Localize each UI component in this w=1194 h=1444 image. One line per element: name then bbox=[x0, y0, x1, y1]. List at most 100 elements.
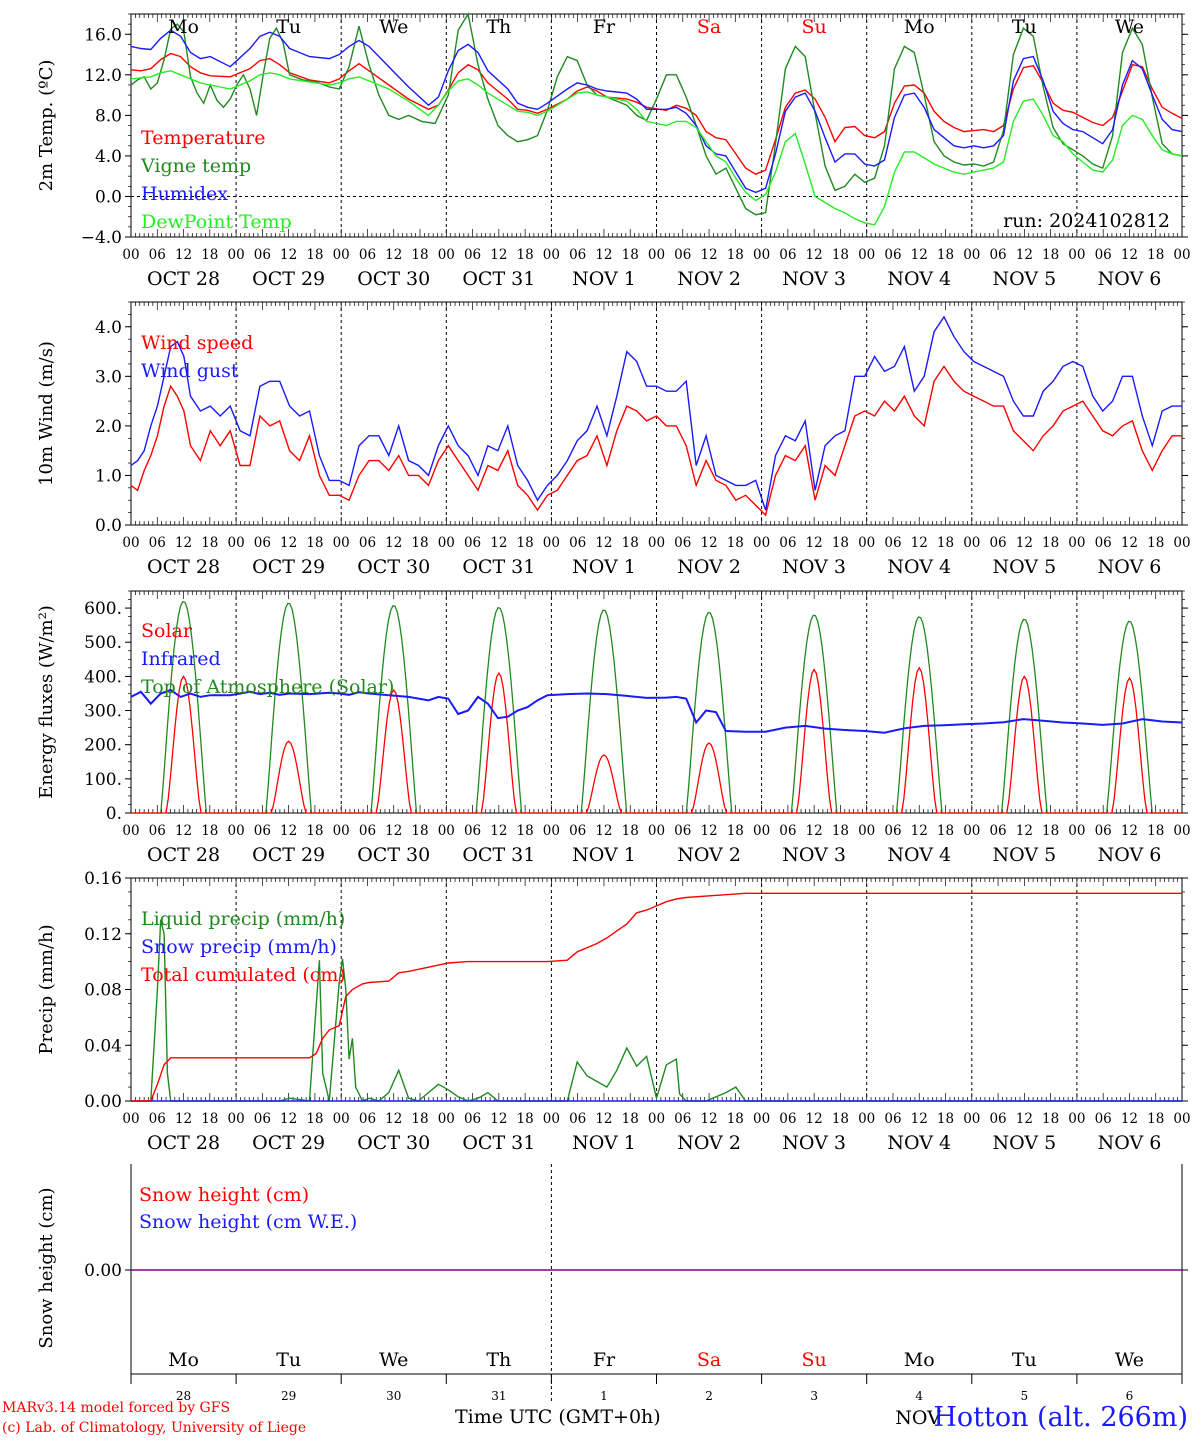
hour-tick-label: 18 bbox=[517, 823, 534, 839]
legend-snow-height-cm: Snow height (cm) bbox=[139, 1184, 309, 1206]
hour-tick-label: 12 bbox=[1016, 247, 1033, 263]
date-label: OCT 28 bbox=[147, 1132, 220, 1154]
hour-tick-label: 18 bbox=[1042, 823, 1059, 839]
hour-tick-label: 00 bbox=[438, 823, 455, 839]
hour-tick-label: 06 bbox=[254, 535, 271, 551]
date-label: NOV 6 bbox=[1098, 1132, 1162, 1154]
y-tick-label: 0.00 bbox=[84, 1261, 122, 1281]
hour-tick-label: 00 bbox=[858, 823, 875, 839]
hour-tick-label: 18 bbox=[1042, 1111, 1059, 1127]
hour-tick-label: 06 bbox=[464, 1111, 481, 1127]
y-tick-label: 16.0 bbox=[84, 25, 122, 45]
series-wind-speed bbox=[130, 365, 1182, 517]
hour-tick-label: 12 bbox=[1121, 247, 1138, 263]
date-label: OCT 29 bbox=[252, 268, 325, 290]
hour-tick-label: 00 bbox=[648, 535, 665, 551]
y-axis-label: 2m Temp. (ºC) bbox=[36, 60, 57, 192]
date-label: OCT 31 bbox=[462, 844, 535, 866]
date-label: NOV 5 bbox=[992, 268, 1056, 290]
hour-tick-label: 00 bbox=[543, 823, 560, 839]
hour-tick-label: 06 bbox=[569, 823, 586, 839]
day-number: 5 bbox=[1021, 1389, 1029, 1403]
hour-tick-label: 06 bbox=[464, 247, 481, 263]
legend-top-of-atmosphere-solar: Top of Atmosphere (Solar) bbox=[141, 676, 394, 698]
hour-tick-label: 18 bbox=[411, 535, 428, 551]
hour-tick-label: 18 bbox=[306, 823, 323, 839]
hour-tick-label: 00 bbox=[122, 247, 139, 263]
hour-tick-label: 00 bbox=[333, 247, 350, 263]
hour-tick-label: 06 bbox=[884, 535, 901, 551]
hour-tick-label: 06 bbox=[149, 1111, 166, 1127]
hour-tick-label: 06 bbox=[464, 823, 481, 839]
date-label: OCT 30 bbox=[357, 1132, 430, 1154]
hour-tick-label: 18 bbox=[937, 823, 954, 839]
hour-tick-label: 06 bbox=[359, 1111, 376, 1127]
hour-tick-label: 00 bbox=[122, 535, 139, 551]
day-number: 1 bbox=[600, 1389, 608, 1403]
panel-2: 0.0 1.0 2.0 3.0 4.0 10m Wind (m/s) 00 06 12 18 00 0… bbox=[36, 301, 1191, 578]
hour-tick-label: 18 bbox=[937, 1111, 954, 1127]
y-tick-label: −4.0 bbox=[81, 228, 122, 248]
date-label: NOV 6 bbox=[1098, 844, 1162, 866]
hour-tick-label: 12 bbox=[280, 535, 297, 551]
legend-snow-height-cm-w-e: Snow height (cm W.E.) bbox=[139, 1211, 357, 1233]
day-label: Tu bbox=[1012, 1349, 1037, 1371]
hour-tick-label: 00 bbox=[333, 1111, 350, 1127]
hour-tick-label: 06 bbox=[254, 823, 271, 839]
date-label: OCT 28 bbox=[147, 556, 220, 578]
hour-tick-label: 00 bbox=[1173, 1111, 1190, 1127]
hour-tick-label: 18 bbox=[832, 823, 849, 839]
hour-tick-label: 12 bbox=[911, 247, 928, 263]
date-label: NOV 6 bbox=[1098, 268, 1162, 290]
day-label: We bbox=[379, 1349, 408, 1371]
series-vigne-temp bbox=[130, 12, 1183, 216]
hour-tick-label: 12 bbox=[1016, 1111, 1033, 1127]
legend-liquid-precip-mm-h: Liquid precip (mm/h) bbox=[141, 908, 345, 930]
hour-tick-label: 18 bbox=[832, 535, 849, 551]
date-label: NOV 3 bbox=[782, 844, 846, 866]
hour-tick-label: 12 bbox=[595, 247, 612, 263]
hour-tick-label: 06 bbox=[1095, 247, 1112, 263]
hour-tick-label: 00 bbox=[228, 1111, 245, 1127]
hour-tick-label: 12 bbox=[1121, 1111, 1138, 1127]
date-label: NOV 4 bbox=[887, 844, 951, 866]
hour-tick-label: 06 bbox=[569, 1111, 586, 1127]
hour-tick-label: 00 bbox=[1068, 823, 1085, 839]
hour-tick-label: 12 bbox=[1121, 535, 1138, 551]
hour-tick-label: 18 bbox=[622, 247, 639, 263]
hour-tick-label: 12 bbox=[175, 823, 192, 839]
day-label: We bbox=[1115, 16, 1144, 38]
hour-tick-label: 18 bbox=[727, 535, 744, 551]
legend-dewpoint-temp: DewPoint Temp bbox=[141, 211, 292, 233]
legend-wind-speed: Wind speed bbox=[141, 332, 253, 354]
date-label: OCT 30 bbox=[357, 844, 430, 866]
date-label: NOV 2 bbox=[677, 556, 741, 578]
hour-tick-label: 18 bbox=[727, 247, 744, 263]
y-tick-label: 0.04 bbox=[84, 1036, 122, 1056]
hour-tick-label: 18 bbox=[1147, 535, 1164, 551]
y-tick-label: 0.0 bbox=[95, 187, 122, 207]
hour-tick-label: 12 bbox=[280, 1111, 297, 1127]
hour-tick-label: 18 bbox=[727, 1111, 744, 1127]
hour-tick-label: 12 bbox=[700, 1111, 717, 1127]
day-label: Fr bbox=[593, 1349, 616, 1371]
hour-tick-label: 12 bbox=[280, 823, 297, 839]
hour-tick-label: 00 bbox=[1068, 535, 1085, 551]
hour-tick-label: 06 bbox=[884, 1111, 901, 1127]
hour-tick-label: 06 bbox=[989, 535, 1006, 551]
hour-tick-label: 12 bbox=[385, 1111, 402, 1127]
date-label: OCT 31 bbox=[462, 556, 535, 578]
day-label: Mo bbox=[904, 16, 935, 38]
hour-tick-label: 12 bbox=[385, 247, 402, 263]
hour-tick-label: 18 bbox=[517, 247, 534, 263]
hour-tick-label: 18 bbox=[411, 1111, 428, 1127]
day-label: Mo bbox=[168, 16, 199, 38]
hour-tick-label: 06 bbox=[149, 535, 166, 551]
hour-tick-label: 00 bbox=[858, 247, 875, 263]
hour-tick-label: 00 bbox=[438, 247, 455, 263]
hour-tick-label: 18 bbox=[937, 535, 954, 551]
legend-vigne-temp: Vigne temp bbox=[140, 155, 251, 177]
hour-tick-label: 00 bbox=[1173, 535, 1190, 551]
legend-solar: Solar bbox=[141, 620, 193, 642]
